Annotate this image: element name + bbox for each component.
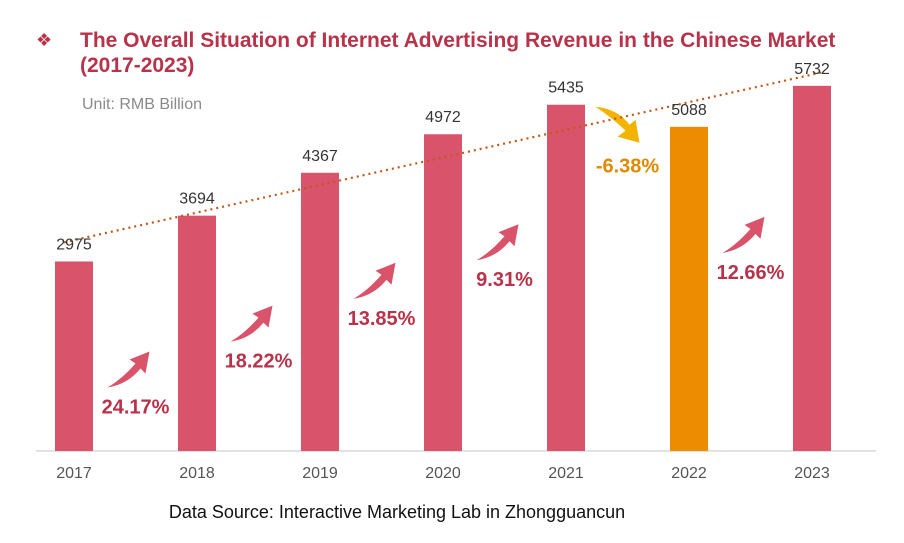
growth-arrow-2019 [230,305,273,342]
arrow-head-icon [476,224,519,261]
x-tick-2017: 2017 [56,465,92,482]
value-label-2020: 4972 [425,109,461,126]
growth-label-2023: 12.66% [717,262,785,284]
plot-area: 2975 2017 3694 2018 4367 2019 4972 2020 5435 2021… [36,61,876,482]
value-label-2022: 5088 [671,102,707,119]
arrow-head-icon [230,305,273,342]
growth-arrow-2023 [722,216,765,253]
arrow-head-icon [107,351,150,388]
growth-label-2019: 18.22% [225,351,293,373]
value-label-2017: 2975 [56,236,92,253]
bar-2022 [670,126,708,452]
value-label-2023: 5732 [794,61,830,78]
bar-2021 [547,104,585,451]
growth-label-2021: 9.31% [476,269,533,291]
x-tick-2018: 2018 [179,465,215,482]
data-source: Data Source: Interactive Marketing Lab i… [168,502,626,522]
bar-2019 [301,172,339,451]
growth-arrow-2020 [353,262,396,299]
growth-label-2020: 13.85% [348,308,416,330]
growth-arrow-2018 [107,351,150,388]
unit-label: Unit: RMB Billion [82,96,203,113]
x-tick-2022: 2022 [671,465,707,482]
arrow-head-icon [595,106,640,143]
growth-arrow-2022 [595,106,640,143]
chart-title: The Overall Situation of Internet Advert… [80,29,836,77]
x-tick-2019: 2019 [302,465,338,482]
x-tick-2021: 2021 [548,465,584,482]
bar-2018 [178,215,216,451]
bar-2020 [424,134,462,452]
x-tick-2023: 2023 [794,465,830,482]
x-tick-2020: 2020 [425,465,461,482]
value-label-2019: 4367 [302,148,338,165]
bar-2017 [55,261,93,451]
growth-label-2018: 24.17% [102,396,170,418]
value-label-2018: 3694 [179,191,215,208]
arrow-head-icon [722,216,765,253]
arrow-head-icon [353,262,396,299]
growth-arrow-2021 [476,224,519,261]
value-label-2021: 5435 [548,80,584,97]
growth-label-2022: -6.38% [596,156,660,178]
bar-2023 [793,85,831,451]
diamond-bullet-icon: ❖ [36,30,53,50]
